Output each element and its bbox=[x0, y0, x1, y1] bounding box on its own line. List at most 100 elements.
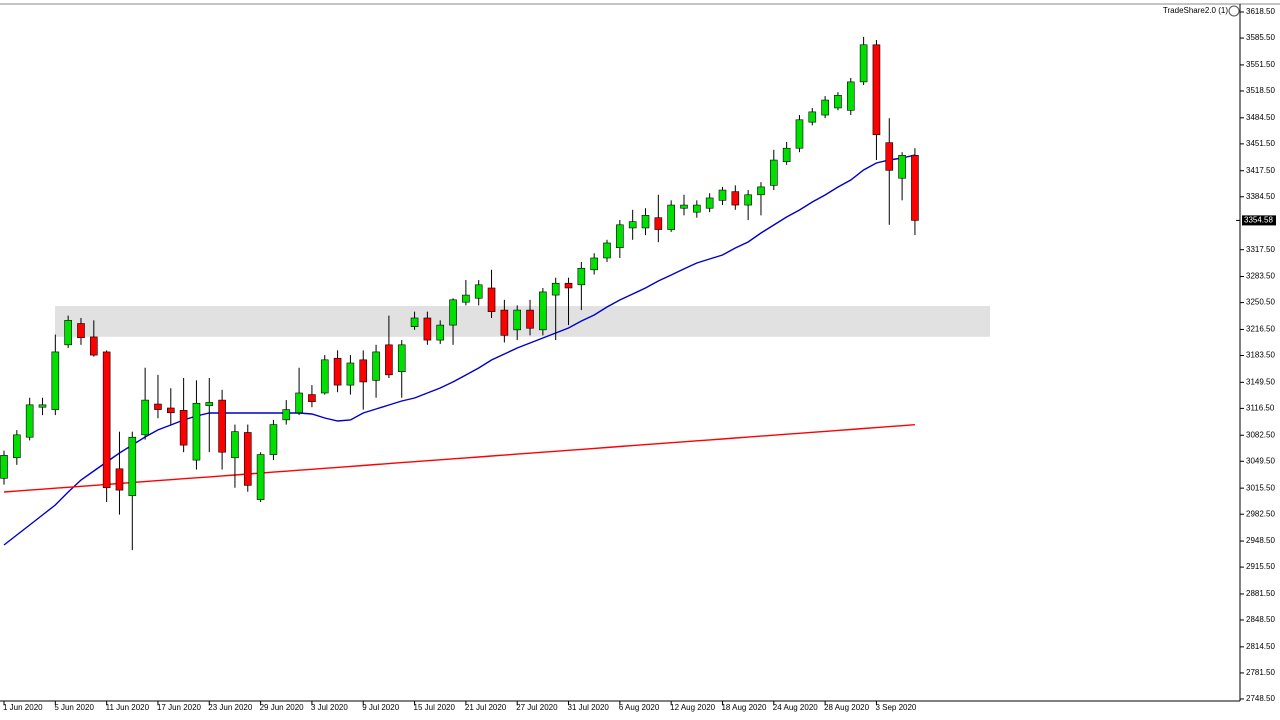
candle-body bbox=[603, 242, 611, 259]
candle-body bbox=[590, 257, 598, 271]
candle-body bbox=[834, 95, 842, 109]
candle-body bbox=[846, 81, 855, 111]
moving-average bbox=[3, 154, 916, 546]
candle-body bbox=[757, 186, 765, 196]
candle-body bbox=[372, 351, 380, 381]
candle-body bbox=[474, 284, 483, 299]
candle-body bbox=[898, 155, 906, 179]
y-tick-label: 2814.50 bbox=[1246, 642, 1275, 651]
candle-body bbox=[218, 399, 226, 453]
y-tick-label: 2881.50 bbox=[1246, 589, 1275, 598]
candle-body bbox=[705, 197, 714, 209]
candle-body bbox=[744, 194, 752, 206]
y-tick-label: 2982.50 bbox=[1246, 509, 1275, 518]
price-zone bbox=[55, 306, 990, 337]
y-tick-label: 2948.50 bbox=[1246, 536, 1275, 545]
candle-body bbox=[166, 407, 175, 414]
candle-body bbox=[487, 287, 496, 312]
y-tick-label: 3183.50 bbox=[1246, 351, 1275, 360]
candle-body bbox=[269, 424, 278, 455]
x-tick-label: 17 Jun 2020 bbox=[157, 703, 202, 712]
y-tick-label: 2915.50 bbox=[1246, 562, 1275, 571]
x-tick-label: 5 Jun 2020 bbox=[54, 703, 94, 712]
y-tick-label: 3618.50 bbox=[1246, 7, 1275, 16]
x-tick-label: 23 Jun 2020 bbox=[208, 703, 253, 712]
candle-body bbox=[282, 409, 291, 421]
candle-body bbox=[320, 359, 329, 394]
candle-body bbox=[564, 282, 573, 289]
y-tick-label: 3518.50 bbox=[1246, 86, 1275, 95]
candle-body bbox=[680, 204, 688, 209]
candle-body bbox=[295, 392, 303, 414]
x-tick-label: 1 Jun 2020 bbox=[3, 703, 43, 712]
candle-body bbox=[90, 336, 98, 356]
last-price-box bbox=[1242, 215, 1276, 226]
x-tick-label: 3 Jul 2020 bbox=[311, 703, 348, 712]
x-tick-label: 3 Sep 2020 bbox=[875, 703, 916, 712]
y-tick-label: 2781.50 bbox=[1246, 668, 1275, 677]
candle-body bbox=[551, 282, 560, 296]
y-tick-label: 3451.50 bbox=[1246, 139, 1275, 148]
candle-body bbox=[51, 351, 60, 410]
candle-body bbox=[513, 309, 522, 331]
candle-body bbox=[731, 191, 740, 206]
x-tick-label: 28 Aug 2020 bbox=[824, 703, 869, 712]
icon bbox=[1228, 5, 1240, 17]
candle-body bbox=[795, 119, 804, 149]
x-tick-label: 27 Jul 2020 bbox=[516, 703, 558, 712]
x-tick-label: 18 Aug 2020 bbox=[721, 703, 766, 712]
candle-body bbox=[38, 404, 47, 408]
x-tick-label: 6 Aug 2020 bbox=[619, 703, 660, 712]
candle-body bbox=[359, 359, 368, 383]
candle-body bbox=[885, 142, 894, 171]
candle-body bbox=[769, 159, 778, 186]
candle-body bbox=[13, 434, 21, 459]
y-tick-label: 3015.50 bbox=[1246, 483, 1275, 492]
candle-body bbox=[333, 357, 342, 386]
candle-body bbox=[423, 317, 432, 341]
candle-body bbox=[115, 468, 124, 491]
x-tick-label: 15 Jul 2020 bbox=[414, 703, 456, 712]
candle-body bbox=[577, 267, 586, 286]
candle-body bbox=[102, 351, 111, 489]
y-tick-label: 3317.50 bbox=[1246, 245, 1275, 254]
x-tick-label: 29 Jun 2020 bbox=[260, 703, 305, 712]
candle-body bbox=[128, 436, 137, 496]
candle-body bbox=[0, 455, 8, 479]
candle-body bbox=[205, 402, 214, 406]
candle-body bbox=[641, 215, 650, 229]
candle-body bbox=[231, 431, 239, 459]
candle-body bbox=[410, 317, 419, 327]
candle-body bbox=[449, 299, 457, 326]
last-price-label: 3354.58 bbox=[1244, 216, 1273, 225]
candle-body bbox=[911, 155, 919, 221]
y-tick-label: 2848.50 bbox=[1246, 615, 1275, 624]
candle-body bbox=[872, 44, 881, 136]
candle-body bbox=[654, 217, 663, 230]
x-tick-label: 11 Jun 2020 bbox=[106, 703, 150, 712]
x-tick-label: 21 Jul 2020 bbox=[465, 703, 507, 712]
y-tick-label: 3216.50 bbox=[1246, 325, 1275, 334]
x-tick-label: 24 Aug 2020 bbox=[773, 703, 818, 712]
y-tick-label: 3250.50 bbox=[1246, 298, 1275, 307]
candle-body bbox=[859, 44, 868, 83]
candle-body bbox=[256, 454, 265, 500]
candle-body bbox=[539, 291, 547, 331]
watermark: TradeShare2.0 (1) bbox=[1163, 6, 1228, 15]
moving-average bbox=[3, 424, 915, 493]
candle-body bbox=[308, 394, 316, 402]
y-tick-label: 3082.50 bbox=[1246, 430, 1275, 439]
candle-body bbox=[179, 410, 188, 446]
candle-body bbox=[397, 344, 406, 372]
y-tick-label: 3049.50 bbox=[1246, 456, 1275, 465]
candle-body bbox=[141, 399, 149, 436]
y-tick-label: 3585.50 bbox=[1246, 33, 1275, 42]
candle-body bbox=[243, 432, 252, 486]
y-tick-label: 3551.50 bbox=[1246, 60, 1275, 69]
candle-body bbox=[808, 111, 817, 123]
candle-body bbox=[718, 189, 727, 201]
candle-body bbox=[628, 221, 637, 229]
x-tick-label: 12 Aug 2020 bbox=[670, 703, 715, 712]
